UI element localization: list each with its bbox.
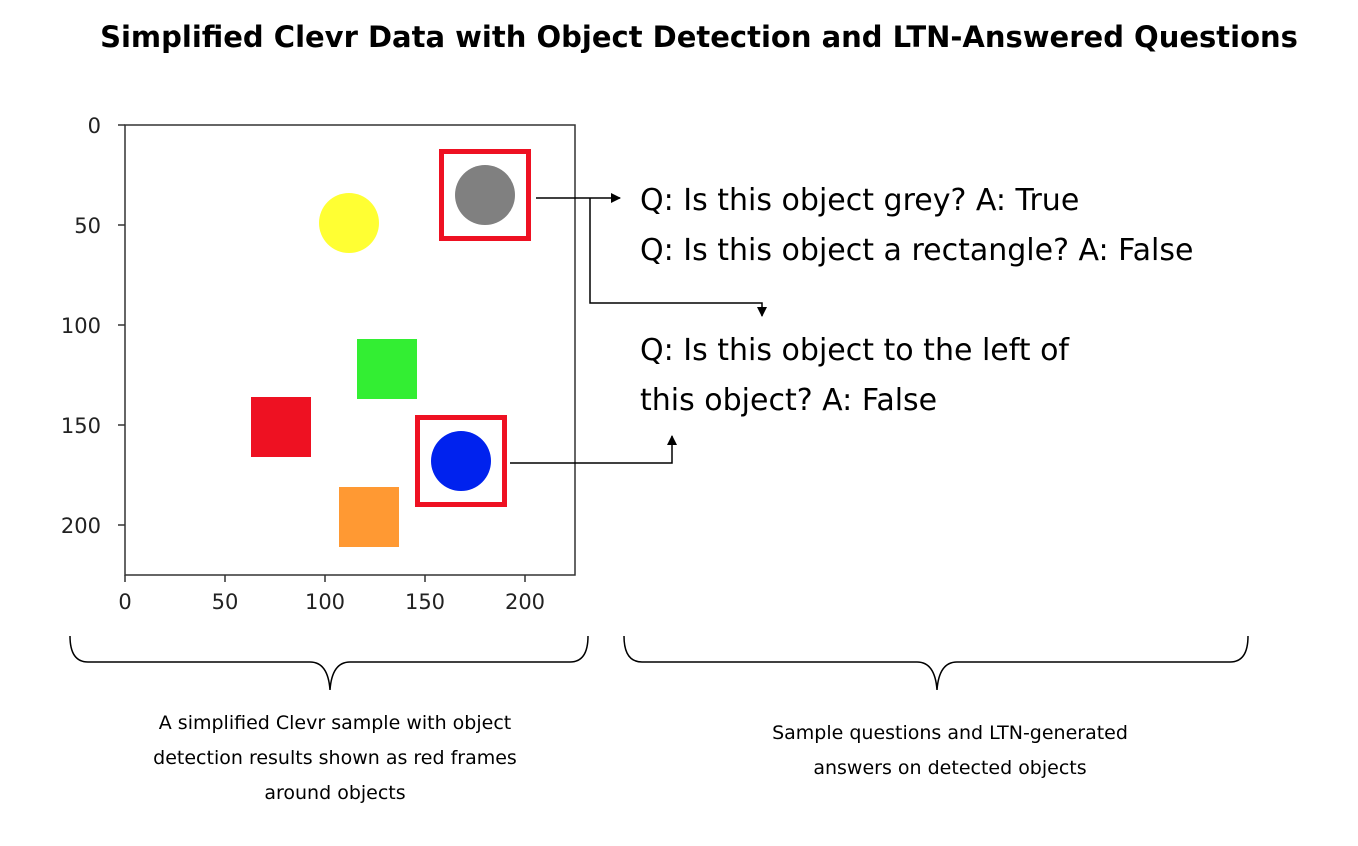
- left-brace: [69, 635, 589, 691]
- right-caption-line-2: answers on detected objects: [813, 757, 1087, 779]
- question-3-line-1: Q: Is this object to the left of: [640, 333, 1069, 368]
- y-tick-label: 50: [74, 214, 101, 238]
- x-tick-label: 0: [118, 590, 131, 614]
- detections-layer: [415, 149, 531, 507]
- right-caption: Sample questions and LTN-generated answe…: [700, 716, 1200, 786]
- y-tick-label: 150: [61, 414, 101, 438]
- right-caption-line-1: Sample questions and LTN-generated: [772, 722, 1128, 744]
- x-tick-label: 150: [405, 590, 445, 614]
- left-caption-line-2: detection results shown as red frames: [153, 747, 517, 769]
- right-brace: [623, 635, 1249, 691]
- question-1: Q: Is this object grey? A: True: [640, 183, 1080, 218]
- question-3-line-2: this object? A: False: [640, 383, 938, 418]
- x-tick-label: 50: [212, 590, 239, 614]
- arrow-grey-to-q3: [589, 198, 767, 317]
- x-tick-label: 200: [505, 590, 545, 614]
- detection-frame-grey-circle: [439, 149, 531, 241]
- arrow-blue-to-q3: [510, 435, 677, 464]
- y-tick-label: 200: [61, 514, 101, 538]
- green-square: [357, 339, 417, 399]
- ticks-layer: 0 50 100 150 200 0 50 100 150 200: [61, 114, 545, 614]
- y-tick-label: 0: [88, 114, 101, 138]
- red-square: [251, 397, 311, 457]
- objects-layer: [251, 165, 515, 547]
- y-tick-label: 100: [61, 314, 101, 338]
- question-2: Q: Is this object a rectangle? A: False: [640, 233, 1194, 268]
- blue-circle: [431, 431, 491, 491]
- grey-circle: [455, 165, 515, 225]
- detection-frame-blue-circle: [415, 415, 507, 507]
- x-tick-label: 100: [305, 590, 345, 614]
- left-caption: A simplified Clevr sample with object de…: [90, 706, 580, 811]
- yellow-circle: [319, 193, 379, 253]
- orange-square: [339, 487, 399, 547]
- figure-title: Simplified Clevr Data with Object Detect…: [100, 20, 1298, 54]
- left-caption-line-1: A simplified Clevr sample with object: [158, 712, 512, 734]
- left-caption-line-3: around objects: [264, 782, 406, 804]
